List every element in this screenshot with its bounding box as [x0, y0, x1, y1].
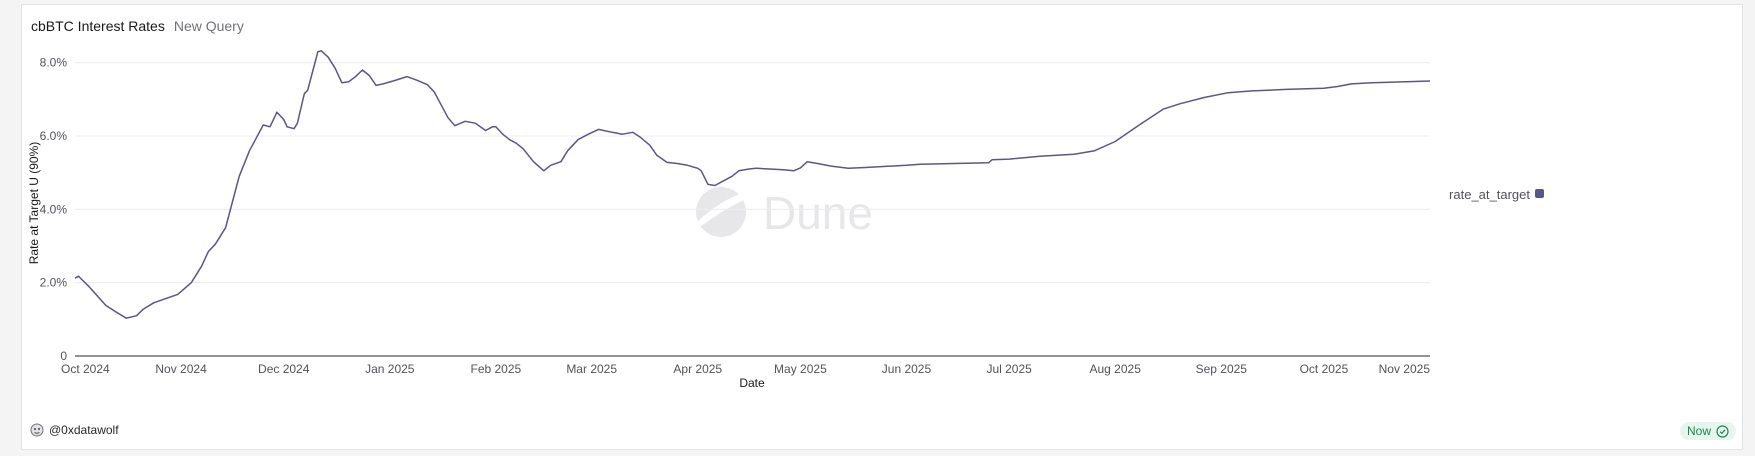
status-text: Now [1686, 424, 1711, 438]
y-axis-title: Rate at Target U (90%) [27, 142, 41, 265]
query-name[interactable]: New Query [173, 18, 244, 34]
legend-swatch [1535, 189, 1544, 198]
x-axis-ticks: Oct 2024 Nov 2024 Dec 2024 Jan 2025 Feb 2025… [61, 362, 1430, 376]
x-tick-label: Dec 2024 [258, 362, 310, 376]
chart-card: cbBTC Interest Rates New Query Dune 0 2.0… [21, 4, 1743, 450]
y-axis-ticks: 0 2.0% 4.0% 6.0% 8.0% [40, 56, 68, 363]
watermark: Dune [696, 187, 873, 239]
x-tick-label: Jan 2025 [365, 362, 415, 376]
x-tick-label: Oct 2025 [1300, 362, 1349, 376]
x-tick-label: Feb 2025 [471, 362, 522, 376]
x-tick-label: Apr 2025 [673, 362, 722, 376]
x-tick-label: Nov 2025 [1379, 362, 1431, 376]
x-tick-label: Jul 2025 [986, 362, 1032, 376]
x-tick-label: Sep 2025 [1196, 362, 1248, 376]
avatar-icon [30, 423, 44, 437]
dune-logo-wave [698, 193, 746, 227]
legend-label[interactable]: rate_at_target [1449, 187, 1530, 202]
author-handle[interactable]: @0xdatawolf [49, 423, 119, 437]
x-tick-label: Oct 2024 [61, 362, 110, 376]
chart-header: cbBTC Interest Rates New Query [31, 14, 244, 38]
x-axis-title: Date [739, 376, 765, 390]
refresh-status-badge[interactable]: Now [1679, 422, 1736, 440]
watermark-text: Dune [763, 187, 873, 239]
x-tick-label: Mar 2025 [566, 362, 617, 376]
line-chart: Dune 0 2.0% 4.0% 6.0% 8.0% Oct 2024 Nov 2024 D… [27, 50, 1544, 390]
x-tick-label: Aug 2025 [1090, 362, 1142, 376]
x-tick-label: Nov 2024 [155, 362, 207, 376]
x-tick-label: Jun 2025 [882, 362, 932, 376]
legend[interactable]: rate_at_target [1449, 187, 1544, 202]
y-tick-label: 0 [60, 349, 67, 363]
y-tick-label: 2.0% [40, 276, 68, 290]
check-circle-icon [1716, 424, 1729, 438]
y-tick-label: 8.0% [40, 56, 68, 70]
x-tick-label: May 2025 [774, 362, 827, 376]
grid-lines [75, 62, 1430, 284]
series-layer[interactable] [74, 50, 1431, 319]
y-tick-label: 4.0% [40, 202, 68, 216]
series-line-rate_at_target[interactable] [74, 50, 1431, 319]
y-tick-label: 6.0% [40, 129, 68, 143]
chart-title[interactable]: cbBTC Interest Rates [31, 18, 165, 34]
author-credit[interactable]: @0xdatawolf [30, 423, 119, 437]
